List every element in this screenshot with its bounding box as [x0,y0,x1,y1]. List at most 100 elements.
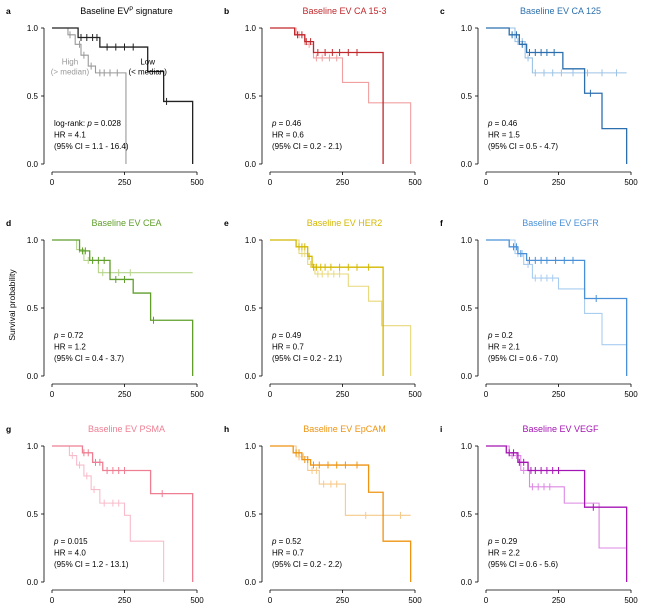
km-curve-low [52,445,194,582]
x-tick-label: 250 [336,178,350,187]
y-tick-label: 1.0 [27,236,39,245]
stats-line: p = 0.29 [487,537,518,546]
km-curve-low [270,445,412,582]
panel-letter: a [6,6,11,16]
x-tick-label: 0 [484,178,489,187]
panel-letter: f [440,218,443,228]
km-curve-high [486,445,627,549]
y-tick-label: 1.0 [245,442,257,451]
panel-title: Baseline EV CEA [91,218,161,228]
km-curve-low [270,239,384,376]
panel-title: Baseline EVP signature [80,6,173,16]
stats-line: log-rank: p = 0.028 [54,119,122,128]
stats-line: HR = 4.0 [54,549,86,558]
panel-h: h Baseline EV EpCAM 0.0 0.5 1.0 0 250 500 p = 0.… [224,424,422,605]
panel-letter: g [6,424,11,434]
km-curve-high [270,445,411,516]
stats-line: HR = 0.6 [272,131,304,140]
x-tick-label: 0 [50,178,55,187]
y-tick-label: 1.0 [27,442,39,451]
x-tick-label: 0 [268,178,273,187]
stats-line: HR = 1.2 [54,343,86,352]
x-tick-label: 500 [408,596,422,605]
y-tick-label: 1.0 [27,24,39,33]
y-tick-label: 0.0 [27,160,39,169]
stats-line: p = 0.46 [487,119,518,128]
x-tick-label: 0 [50,390,55,399]
panel-c: c Baseline EV CA 125 0.0 0.5 1.0 0 250 500 p = 0… [440,6,638,187]
panel-title: Baseline EV PSMA [88,424,165,434]
stats-line: (95% CI = 0.6 - 7.0) [488,354,558,363]
panel-title: Baseline EV CA 125 [520,6,601,16]
x-tick-label: 250 [336,596,350,605]
x-tick-label: 0 [484,596,489,605]
km-curve-low [270,27,384,164]
panel-letter: e [224,218,229,228]
y-tick-label: 1.0 [461,442,473,451]
stats-line: p = 0.49 [271,331,302,340]
group-label: Low (< median) [128,58,167,77]
x-tick-label: 500 [624,178,638,187]
panel-title: Baseline EV HER2 [307,218,383,228]
x-tick-label: 250 [552,596,566,605]
x-tick-label: 250 [552,390,566,399]
x-tick-label: 500 [190,178,204,187]
stats-line: p = 0.72 [53,331,84,340]
stats-line: (95% CI = 0.5 - 4.7) [488,142,558,151]
stats-line: HR = 2.1 [488,343,520,352]
stats-line: HR = 2.2 [488,549,520,558]
x-tick-label: 500 [408,390,422,399]
y-tick-label: 0.5 [245,304,257,313]
y-tick-label: 0.5 [27,304,39,313]
y-tick-label: 0.0 [245,160,257,169]
y-tick-label: 1.0 [461,24,473,33]
stats-line: HR = 1.5 [488,131,520,140]
y-tick-label: 1.0 [245,24,257,33]
y-tick-label: 0.0 [461,578,473,587]
panel-a: a Baseline EVP signature 0.0 0.5 1.0 0 250 500 H… [6,6,204,187]
y-tick-label: 0.0 [27,372,39,381]
km-curve-low [486,239,628,376]
y-tick-label: 0.5 [245,510,257,519]
panel-letter: i [440,424,442,434]
stats-line: p = 0.015 [53,537,88,546]
x-tick-label: 500 [624,596,638,605]
x-tick-label: 250 [552,178,566,187]
panel-d: d Baseline EV CEA 0.0 0.5 1.0 0 250 500 p = 0.72… [6,218,204,399]
panel-f: f Baseline EV EGFR 0.0 0.5 1.0 0 250 500 p = 0.2… [440,218,638,399]
panel-letter: d [6,218,11,228]
km-curve-low [486,445,628,582]
group-label: High (> median) [51,58,90,77]
panel-i: i Baseline EV VEGF 0.0 0.5 1.0 0 250 500 p = 0.2… [440,424,638,605]
panel-b: b Baseline EV CA 15-3 0.0 0.5 1.0 0 250 500 p = … [224,6,422,187]
panel-title: Baseline EV CA 15-3 [302,6,386,16]
panel-letter: h [224,424,229,434]
x-tick-label: 500 [190,390,204,399]
km-curve-high [52,445,165,582]
panel-letter: c [440,6,445,16]
panel-title: Baseline EV VEGF [522,424,599,434]
x-tick-label: 500 [624,390,638,399]
x-tick-label: 250 [118,596,132,605]
km-curve-high [52,239,193,274]
y-tick-label: 0.0 [461,160,473,169]
stats-line: (95% CI = 1.2 - 13.1) [54,560,129,569]
stats-line: p = 0.2 [487,331,513,340]
x-tick-label: 0 [50,596,55,605]
km-curve-high [52,27,127,164]
km-curve-high [486,239,627,346]
stats-line: p = 0.46 [271,119,302,128]
stats-line: (95% CI = 0.2 - 2.2) [272,560,342,569]
y-tick-label: 0.5 [461,304,473,313]
km-curve-low [52,239,194,376]
stats-line: p = 0.52 [271,537,302,546]
y-tick-label: 0.5 [461,510,473,519]
panel-letter: b [224,6,229,16]
y-tick-label: 0.0 [245,372,257,381]
panel-e: e Baseline EV HER2 0.0 0.5 1.0 0 250 500 p = 0.4… [224,218,422,399]
km-curve-high [486,27,627,74]
x-tick-label: 0 [484,390,489,399]
x-tick-label: 250 [118,178,132,187]
y-tick-label: 0.5 [461,92,473,101]
